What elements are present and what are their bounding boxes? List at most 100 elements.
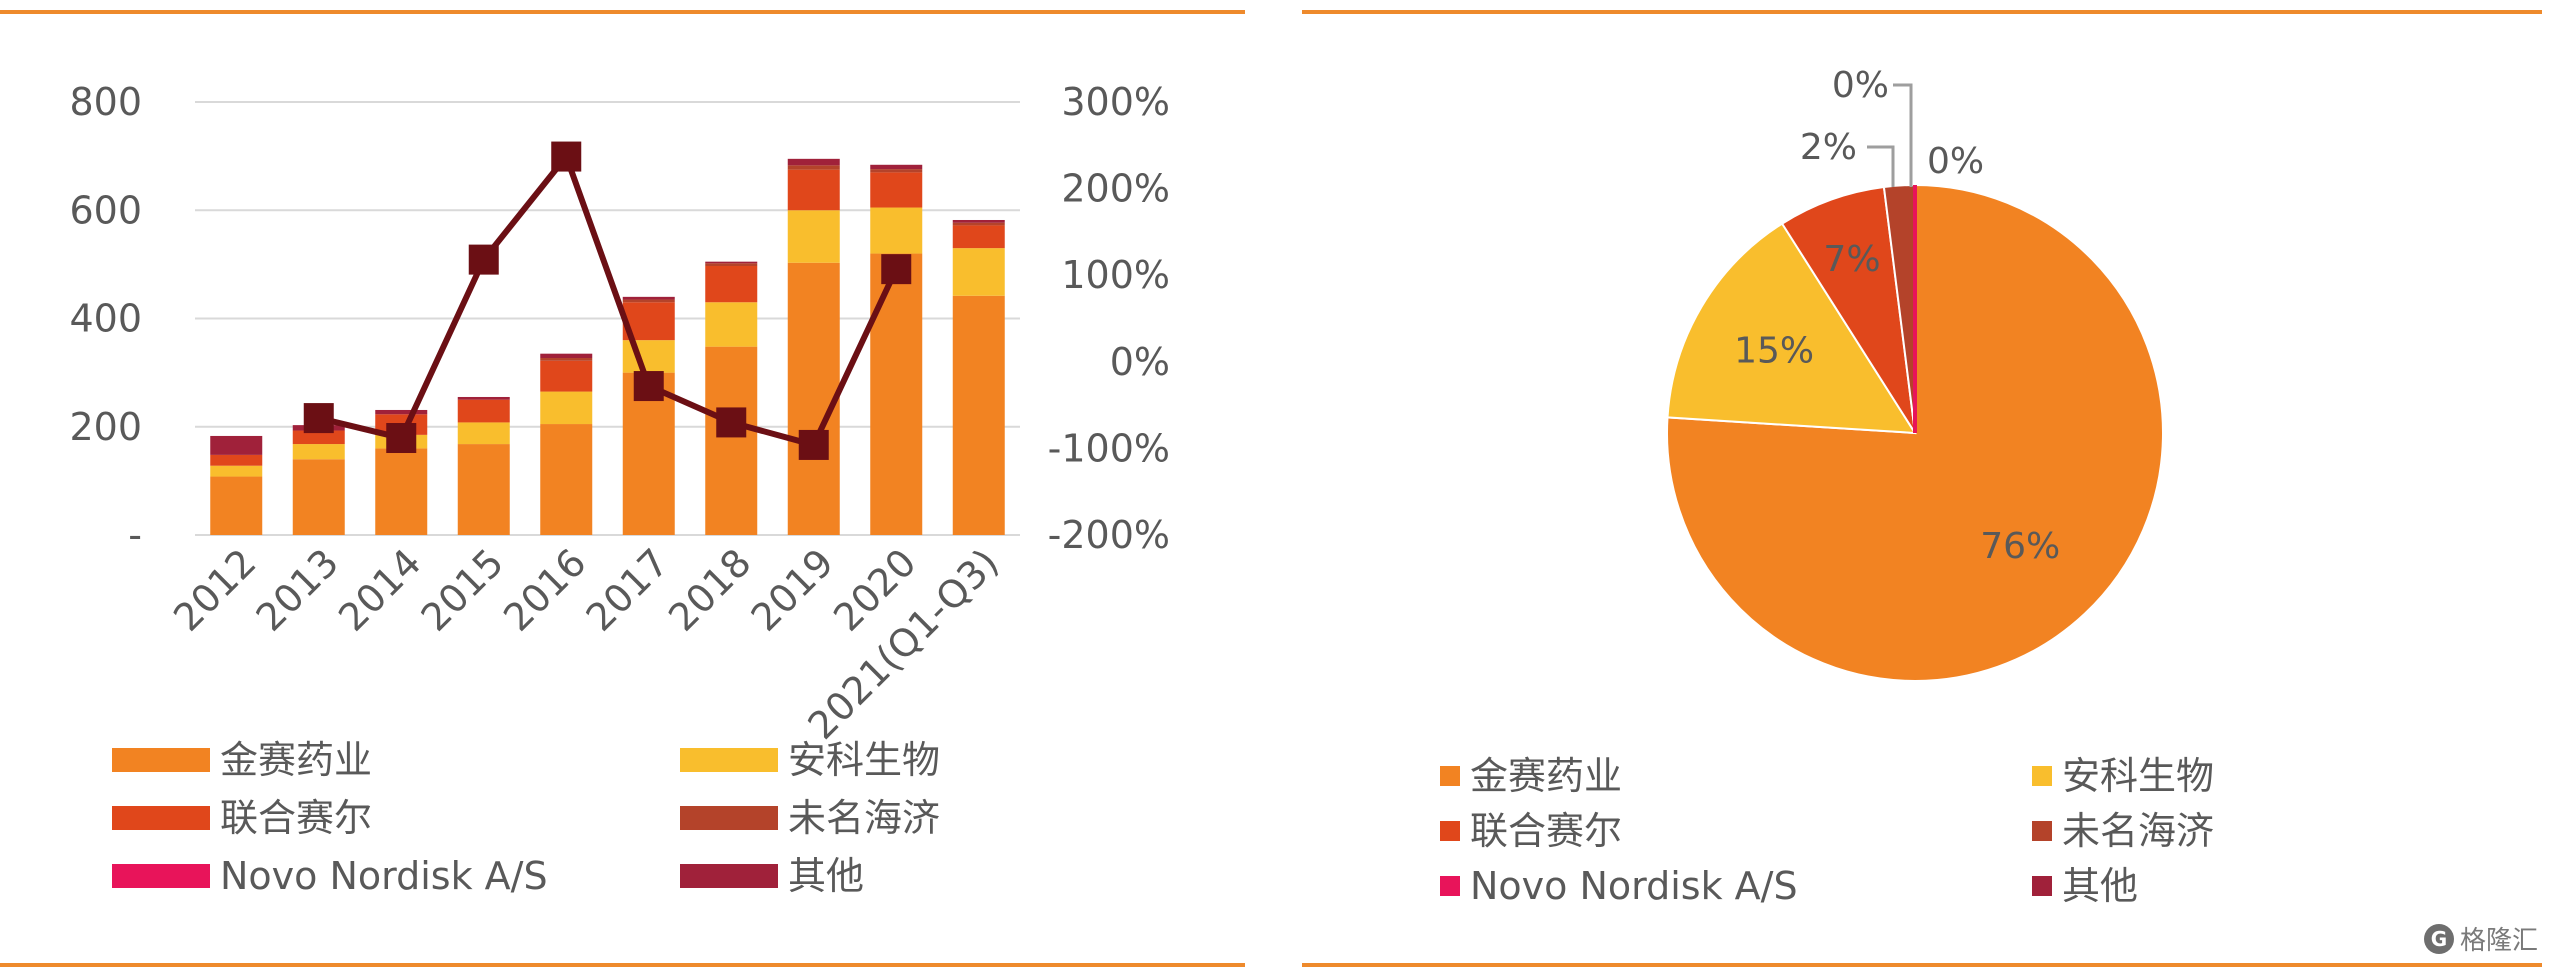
pie-data-label: 76% [1980, 526, 2060, 567]
bar-segment [787, 169, 840, 211]
pie-leader-line [1893, 83, 1913, 187]
bar-segment [870, 172, 923, 208]
legend-swatch [112, 806, 210, 830]
legend-label: 安科生物 [788, 738, 940, 782]
bar-segment [375, 448, 428, 535]
bar-segment [210, 476, 263, 535]
growth-line-marker [633, 371, 664, 402]
watermark-logo-icon: G [2423, 923, 2454, 954]
top-rule [1302, 10, 2542, 14]
watermark: G 格隆汇 [2423, 920, 2538, 957]
pie-slice [1780, 185, 1916, 434]
bar-segment [952, 225, 1005, 249]
pie-data-label: 7% [1823, 239, 1880, 280]
growth-line-marker [881, 254, 912, 285]
bar-segment [540, 360, 593, 392]
bar-segment [952, 248, 1005, 296]
bar-segment [622, 299, 675, 303]
legend-swatch [1440, 821, 1460, 841]
x-axis-tick-label: 2015 [413, 540, 513, 640]
bar-segment [210, 465, 263, 477]
bar-segment [210, 435, 263, 455]
legend-swatch [2032, 821, 2052, 841]
right-axis-tick-label: -200% [1048, 513, 1170, 557]
bar-segment [375, 409, 428, 415]
right-axis-tick-label: 100% [1061, 253, 1170, 297]
legend-label: 联合赛尔 [1470, 809, 1622, 853]
legend-swatch [1440, 766, 1460, 786]
right-panel: 76% 15% 7% 2% 0% 0% 金赛药业 安科生物 联合赛尔 未名海济 Novo Nordi… [1302, 0, 2542, 977]
bar-segment [540, 424, 593, 535]
bar-segment [952, 295, 1005, 535]
right-axis-tick-label: 200% [1061, 167, 1170, 211]
legend-swatch [112, 864, 210, 888]
stacked-bar-line-chart: - 200 400 600 800 -200% -100% 0% 100% 200% 300% 201… [69, 80, 1170, 898]
bar-segment [787, 165, 840, 170]
bar-segment [622, 296, 675, 300]
bar-segment [870, 207, 923, 254]
x-axis-tick-label: 2014 [330, 540, 430, 640]
legend-label: 未名海济 [2062, 809, 2214, 853]
left-panel: - 200 400 600 800 -200% -100% 0% 100% 200% 300% 201… [0, 0, 1245, 977]
x-axis-tick-label: 2018 [660, 540, 760, 640]
legend-label: 安科生物 [2062, 754, 2214, 798]
bar-segment [457, 444, 510, 535]
left-axis-tick-label: 200 [69, 405, 142, 449]
bar-segment [622, 340, 675, 373]
pie-data-label: 0% [1832, 65, 1889, 106]
pie-data-label: 2% [1800, 127, 1857, 168]
bar-segment [540, 353, 593, 359]
bar-segment [787, 158, 840, 166]
legend-label: 其他 [2062, 864, 2138, 908]
pie-slice [1666, 222, 1917, 435]
left-axis-tick-label: 800 [69, 80, 142, 124]
bar-segment [705, 263, 758, 266]
top-rule [0, 10, 1245, 14]
legend-swatch [2032, 766, 2052, 786]
bar-segment [787, 262, 840, 535]
left-axis-tick-label: - [128, 513, 142, 557]
bottom-rule [0, 963, 1245, 967]
bar-segment [457, 422, 510, 445]
bar-segment [292, 444, 345, 460]
legend-label: Novo Nordisk A/S [220, 854, 548, 898]
bar-segment [870, 169, 923, 173]
legend-swatch [680, 864, 778, 888]
growth-line-marker [386, 423, 417, 454]
legend-label: Novo Nordisk A/S [1470, 864, 1798, 908]
bar-segment [705, 302, 758, 347]
right-axis-tick-label: 0% [1110, 340, 1170, 384]
bar-segment [705, 346, 758, 535]
legend-label: 金赛药业 [220, 738, 372, 782]
bar-segment [457, 396, 510, 400]
right-axis-tick-label: 300% [1061, 80, 1170, 124]
growth-line-marker [716, 407, 747, 438]
bar-segment [540, 391, 593, 425]
growth-line-marker [468, 244, 499, 275]
bar-segment [952, 219, 1005, 223]
legend-label: 联合赛尔 [220, 796, 372, 840]
legend-swatch [680, 748, 778, 772]
x-axis-tick-label: 2013 [248, 540, 348, 640]
legend-swatch [1440, 876, 1460, 896]
legend-swatch [112, 748, 210, 772]
bar-segment [540, 358, 593, 361]
watermark-text: 格隆汇 [2459, 926, 2538, 956]
growth-line-marker [303, 403, 334, 434]
left-axis-tick-label: 600 [69, 188, 142, 232]
pie-data-label: 0% [1927, 141, 1984, 182]
bar-segment [787, 210, 840, 263]
bar-segment [952, 222, 1005, 226]
bar-segment [457, 399, 510, 423]
x-axis-tick-label: 2016 [495, 540, 595, 640]
bar-segment [870, 164, 923, 170]
bar-segment [705, 261, 758, 264]
bar-segment [292, 459, 345, 535]
pie-data-label: 15% [1734, 331, 1814, 372]
bottom-rule [1302, 963, 2542, 967]
legend-label: 未名海济 [788, 796, 940, 840]
legend-swatch [2032, 876, 2052, 896]
bar-segment [705, 265, 758, 303]
bar-segment [292, 430, 345, 445]
